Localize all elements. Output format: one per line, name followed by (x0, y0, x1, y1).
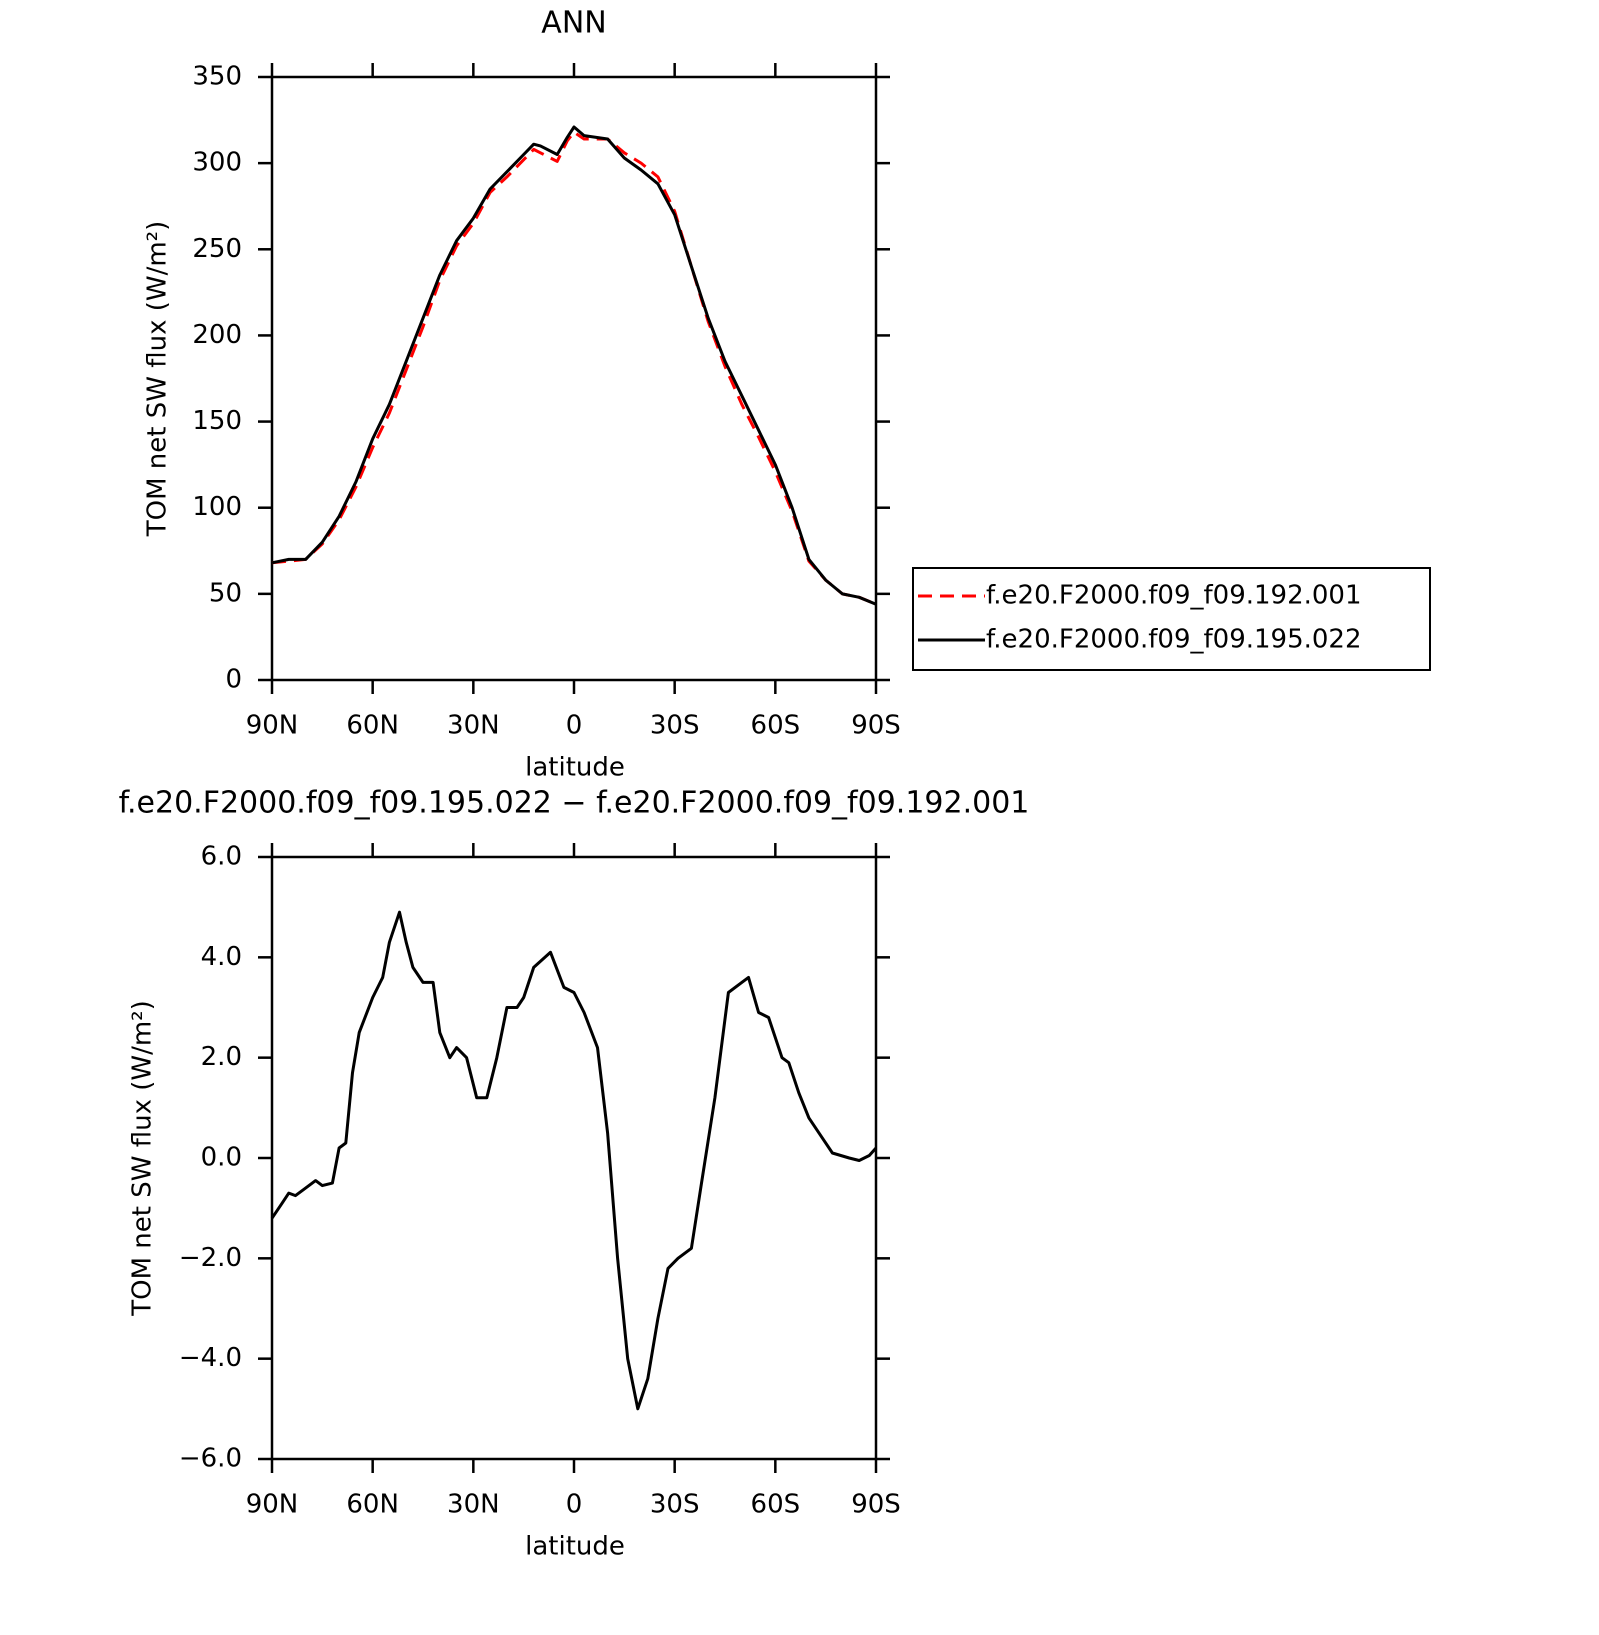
plot-frame (270, 75, 878, 682)
x-tick-label: 90N (246, 711, 299, 741)
x-tick-label: 30S (650, 1490, 700, 1520)
y-tick-label: −4.0 (179, 1343, 242, 1373)
legend-box (912, 567, 1431, 671)
y-tick-label: 200 (192, 320, 242, 350)
y-tick-label: 4.0 (201, 942, 242, 972)
x-tick-label: 60N (346, 1490, 399, 1520)
chart-title: ANN (541, 6, 606, 41)
x-tick-label: 60S (751, 1490, 801, 1520)
y-tick-label: −2.0 (179, 1243, 242, 1273)
y-tick-label: 2.0 (201, 1042, 242, 1072)
x-tick-label: 60N (346, 711, 399, 741)
y-axis-label: TOM net SW flux (W/m²) (128, 1000, 158, 1316)
x-tick-label: 0 (566, 1490, 583, 1520)
data-line (270, 910, 878, 1411)
y-tick-label: −6.0 (179, 1444, 242, 1474)
y-axis-label: TOM net SW flux (W/m²) (143, 221, 173, 537)
x-tick-label: 60S (751, 711, 801, 741)
x-tick-label: 90S (851, 1490, 901, 1520)
y-tick-label: 250 (192, 234, 242, 264)
y-tick-label: 50 (209, 578, 242, 608)
data-line (271, 130, 877, 606)
x-axis-label: latitude (525, 1532, 625, 1562)
y-tick-label: 350 (192, 62, 242, 92)
x-tick-label: 30N (447, 1490, 500, 1520)
y-tick-label: 0.0 (201, 1143, 242, 1173)
y-tick-label: 100 (192, 492, 242, 522)
chart-title: f.e20.F2000.f09_f09.195.022 − f.e20.F200… (119, 786, 1030, 821)
x-axis-label: latitude (525, 753, 625, 783)
y-tick-label: 300 (192, 148, 242, 178)
x-tick-label: 30S (650, 711, 700, 741)
legend-label: f.e20.F2000.f09_f09.195.022 (986, 625, 1362, 655)
x-tick-label: 0 (566, 711, 583, 741)
x-tick-label: 90S (851, 711, 901, 741)
legend-label: f.e20.F2000.f09_f09.192.001 (986, 581, 1362, 611)
y-tick-label: 6.0 (201, 842, 242, 872)
y-tick-label: 0 (225, 665, 242, 695)
x-tick-label: 30N (447, 711, 500, 741)
plot-frame (270, 855, 878, 1461)
x-tick-label: 90N (246, 1490, 299, 1520)
data-line (271, 125, 877, 606)
y-tick-label: 150 (192, 406, 242, 436)
